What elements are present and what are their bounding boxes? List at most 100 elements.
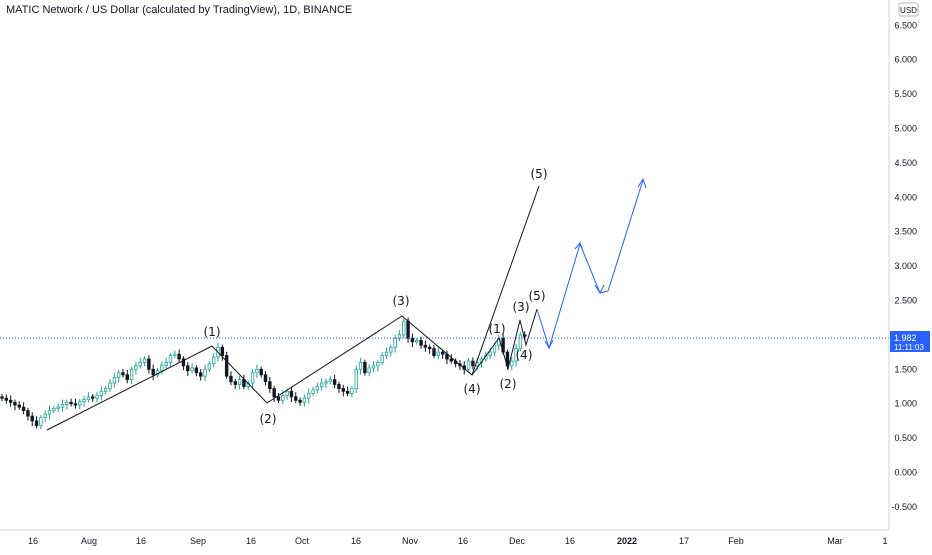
- projection-arrow-1: [544, 339, 554, 350]
- price-tick-label: 3.000: [894, 261, 917, 271]
- candle-body: [164, 362, 168, 366]
- candle-body: [315, 386, 320, 391]
- price-tick-label: 4.000: [894, 192, 917, 202]
- time-tick-label: Dec: [509, 536, 526, 546]
- time-tick-label: Aug: [81, 536, 97, 546]
- candle-body: [289, 390, 294, 398]
- subwave-label-3: (3): [513, 300, 530, 314]
- candle-body: [384, 351, 389, 356]
- candle-body: [324, 381, 328, 384]
- candle-body: [345, 390, 350, 394]
- time-tick-label: 16: [136, 536, 146, 546]
- candle-body: [21, 406, 26, 411]
- candle-body: [186, 365, 190, 372]
- wave-label-4: (4): [464, 382, 481, 396]
- candle-body: [298, 399, 302, 403]
- candle-body: [376, 362, 380, 367]
- candle-body: [518, 334, 523, 350]
- candle-body: [125, 374, 129, 381]
- candle-body: [307, 392, 311, 399]
- candle-body: [471, 360, 475, 367]
- candle-body: [95, 395, 99, 399]
- currency-badge[interactable]: USD: [898, 2, 919, 17]
- candle-body: [17, 404, 21, 408]
- candle-body: [393, 337, 397, 348]
- time-axis[interactable]: 16 Aug 16 Sep 16 Oct 16 Nov 16 Dec 16 2022 17 Feb Mar 1: [28, 536, 888, 546]
- projection-arrow-2: [574, 242, 584, 252]
- candle-body: [138, 362, 142, 367]
- candle-body: [199, 372, 203, 377]
- candle-body: [129, 368, 134, 381]
- candle-body: [108, 382, 112, 389]
- candle-body: [30, 415, 34, 422]
- candle-body: [78, 401, 82, 406]
- candle-body: [47, 410, 52, 415]
- currency-label: USD: [900, 6, 917, 15]
- candle-body: [194, 367, 199, 374]
- price-axis[interactable]: 6.500 6.000 5.500 5.000 4.500 4.000 3.500 3.000…: [891, 20, 917, 512]
- candle-body: [419, 340, 423, 346]
- candle-body: [142, 358, 147, 363]
- time-tick-label: 16: [458, 536, 468, 546]
- candle-body: [380, 355, 384, 363]
- subwave-label-4: (4): [516, 348, 533, 362]
- candle-body: [371, 365, 376, 369]
- candle-body: [177, 353, 181, 360]
- candle-body: [73, 403, 78, 406]
- wave-count-layer: (1) (2) (3) (4) (5) (1) (2) (3) (4) (5): [46, 167, 647, 431]
- candle-body: [272, 388, 276, 398]
- time-tick-label: Feb: [728, 536, 744, 546]
- candle-body: [99, 390, 104, 396]
- time-tick-label: 17: [679, 536, 689, 546]
- price-tick-label: 4.500: [894, 158, 917, 168]
- price-tick-label: 1.500: [894, 364, 917, 374]
- candle-body: [60, 403, 65, 408]
- time-tick-label: 16: [565, 536, 575, 546]
- candle-body: [302, 397, 307, 403]
- price-tick-label: 1.000: [894, 399, 917, 409]
- candle-body: [294, 396, 298, 401]
- candle-body: [237, 379, 242, 385]
- candle-body: [436, 351, 441, 356]
- current-price-value: 1.982: [894, 333, 917, 343]
- candle-body: [427, 346, 432, 350]
- candle-body: [311, 389, 315, 394]
- time-tick-label: Sep: [190, 536, 206, 546]
- candle-body: [406, 320, 410, 339]
- wave-label-3: (3): [393, 294, 410, 308]
- candle-body: [440, 351, 445, 355]
- candle-body: [337, 384, 341, 389]
- candle-body: [151, 368, 155, 376]
- time-tick-label: 16: [246, 536, 256, 546]
- price-tick-label: 2.500: [894, 296, 917, 306]
- candle-body: [432, 348, 436, 356]
- candle-body: [255, 368, 259, 374]
- price-tick-label: 5.500: [894, 89, 917, 99]
- candle-body: [415, 340, 419, 343]
- candle-body: [91, 396, 95, 399]
- time-tick-label: Oct: [295, 536, 310, 546]
- candle-body: [147, 358, 151, 370]
- candle-body: [69, 401, 73, 405]
- price-tick-label: 0.500: [894, 433, 917, 443]
- price-tick-label: -0.500: [891, 502, 917, 512]
- candle-body: [224, 355, 229, 377]
- price-tick-label: 3.500: [894, 227, 917, 237]
- candle-body: [488, 351, 492, 356]
- candle-body: [34, 420, 39, 427]
- candle-body: [26, 410, 30, 417]
- candle-body: [190, 367, 194, 372]
- subwave-line: [471, 308, 538, 376]
- candle-body: [52, 408, 56, 411]
- candle-body: [363, 362, 367, 374]
- candle-body: [134, 365, 138, 370]
- wave-label-1: (1): [204, 325, 221, 339]
- candle-body: [250, 372, 255, 384]
- candle-body: [56, 406, 60, 409]
- candle-body: [233, 381, 237, 385]
- candle-body: [86, 396, 91, 400]
- projection-arrow-4: [637, 177, 647, 189]
- chart-title: MATIC Network / US Dollar (calculated by…: [6, 4, 352, 16]
